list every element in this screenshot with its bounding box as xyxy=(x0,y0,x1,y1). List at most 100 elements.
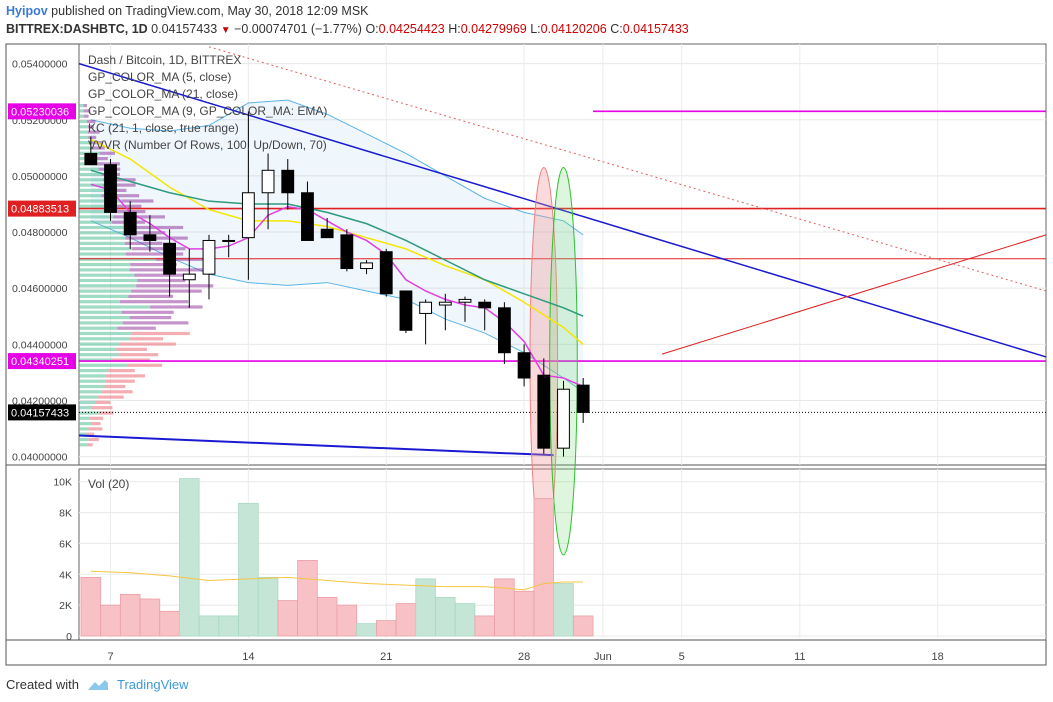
volume-profile-up-bar xyxy=(79,167,99,171)
created-with-text: Created with xyxy=(6,677,79,692)
candle-body xyxy=(438,301,452,306)
volume-tick-label: 0 xyxy=(66,631,72,643)
close-label: C: xyxy=(610,22,623,36)
volume-bar xyxy=(356,623,377,637)
volume-tick-label: 10K xyxy=(53,477,72,489)
volume-bar xyxy=(316,597,338,637)
candle-body xyxy=(143,234,157,241)
volume-profile-down-bar xyxy=(121,310,174,314)
trend-line xyxy=(661,234,1047,355)
volume-profile-up-bar xyxy=(79,236,126,240)
price-tick-label: 0.04400000 xyxy=(12,339,68,351)
trend-line xyxy=(78,434,554,457)
time-tick-label: 14 xyxy=(242,651,254,663)
indicator-legend-item: GP_COLOR_MA (21, close) xyxy=(88,87,238,101)
candle-body xyxy=(261,169,275,194)
volume-profile-down-bar xyxy=(89,416,104,420)
volume-profile-down-bar xyxy=(103,183,136,187)
candle-body xyxy=(497,307,511,354)
volume-profile-up-bar xyxy=(79,411,99,415)
volume-profile-up-bar xyxy=(79,363,127,367)
volume-profile-down-bar xyxy=(95,400,111,404)
volume-profile-up-bar xyxy=(79,379,106,383)
volume-profile-down-bar xyxy=(121,199,154,203)
time-tick-label: Jun xyxy=(594,651,612,663)
volume-profile-up-bar xyxy=(79,321,123,325)
indicator-legend-item: GP_COLOR_MA (9, GP_COLOR_MA: EMA) xyxy=(88,104,327,118)
volume-profile-down-bar xyxy=(104,384,126,389)
volume-profile-up-bar xyxy=(79,178,104,182)
volume-tick-label: 8K xyxy=(59,508,72,520)
time-tick-label: 11 xyxy=(794,651,805,663)
volume-profile-down-bar xyxy=(99,151,115,155)
volume-profile-up-bar xyxy=(79,257,156,261)
volume-profile-up-bar xyxy=(79,188,104,192)
volume-profile-down-bar xyxy=(129,337,163,341)
volume-profile-up-bar xyxy=(79,199,122,203)
price-label-text: 0.04883513 xyxy=(11,204,69,216)
volume-profile-up-bar xyxy=(79,353,119,357)
volume-bar xyxy=(474,615,495,637)
candle-body xyxy=(340,234,354,270)
indicator-legend-item: KC (21, 1, close, true range) xyxy=(88,121,239,135)
candle-body xyxy=(222,239,236,242)
volume-bar xyxy=(159,610,180,637)
candle-body xyxy=(458,298,472,303)
tradingview-link[interactable]: TradingView xyxy=(116,677,189,692)
volume-profile-up-bar xyxy=(79,278,138,283)
published-text: published on TradingView.com, May 30, 20… xyxy=(51,4,369,18)
volume-profile-up-bar xyxy=(79,305,151,309)
volume-bar xyxy=(336,604,358,637)
volume-profile-down-bar xyxy=(105,374,146,378)
candle-body xyxy=(123,211,137,236)
volume-profile-up-bar xyxy=(79,316,130,320)
volume-profile-up-bar xyxy=(79,342,121,346)
volume-profile-up-bar xyxy=(79,231,131,235)
volume-profile-up-bar xyxy=(79,289,132,293)
volume-bar xyxy=(198,615,220,637)
volume-profile-up-bar xyxy=(79,172,102,177)
volume-profile-down-bar xyxy=(129,316,172,320)
volume-profile-down-bar xyxy=(95,162,120,166)
candle-body xyxy=(517,352,531,379)
volume-bar xyxy=(100,604,121,637)
down-arrow-icon: ▼ xyxy=(220,25,231,36)
volume-profile-up-bar xyxy=(79,263,131,267)
ma-slow-line xyxy=(90,169,584,317)
volume-profile-down-bar xyxy=(83,114,89,118)
price-label-badge xyxy=(8,103,76,120)
candle-body xyxy=(241,192,255,239)
candle-body xyxy=(557,388,570,449)
volume-profile-up-bar xyxy=(79,125,88,129)
volume-profile-down-bar xyxy=(86,119,96,124)
last-price: 0.04157433 xyxy=(151,22,218,36)
price-tick-label: 0.04800000 xyxy=(12,227,68,239)
volume-profile-down-bar xyxy=(94,157,108,161)
volume-profile-up-bar xyxy=(79,347,117,351)
volume-profile-up-bar xyxy=(79,337,130,341)
volume-bar xyxy=(572,615,594,637)
low-label: L: xyxy=(530,22,541,36)
volume-profile-down-bar xyxy=(98,395,124,399)
time-tick-label: 7 xyxy=(107,651,113,663)
price-label-text: 0.04340251 xyxy=(11,356,69,368)
price-tick-label: 0.05000000 xyxy=(12,171,68,183)
volume-bar xyxy=(179,478,200,637)
volume-tick-label: 6K xyxy=(59,538,72,550)
indicator-legend-item: GP_COLOR_MA (5, close) xyxy=(88,70,231,84)
volume-profile-down-bar xyxy=(125,236,188,240)
volume-profile-down-bar xyxy=(134,273,196,277)
volume-profile-down-bar xyxy=(110,358,150,362)
volume-profile-down-bar xyxy=(124,241,163,245)
candle-body xyxy=(576,384,590,413)
volume-profile-down-bar xyxy=(83,109,91,113)
volume-profile-down-bar xyxy=(87,125,94,129)
author-link[interactable]: Hyipov xyxy=(6,4,48,18)
volume-bar xyxy=(139,598,161,637)
volume-profile-up-bar xyxy=(79,284,137,288)
volume-profile-down-bar xyxy=(87,130,100,134)
volume-bar xyxy=(80,576,102,637)
volume-profile-down-bar xyxy=(117,326,156,330)
time-tick-label: 5 xyxy=(679,651,685,663)
